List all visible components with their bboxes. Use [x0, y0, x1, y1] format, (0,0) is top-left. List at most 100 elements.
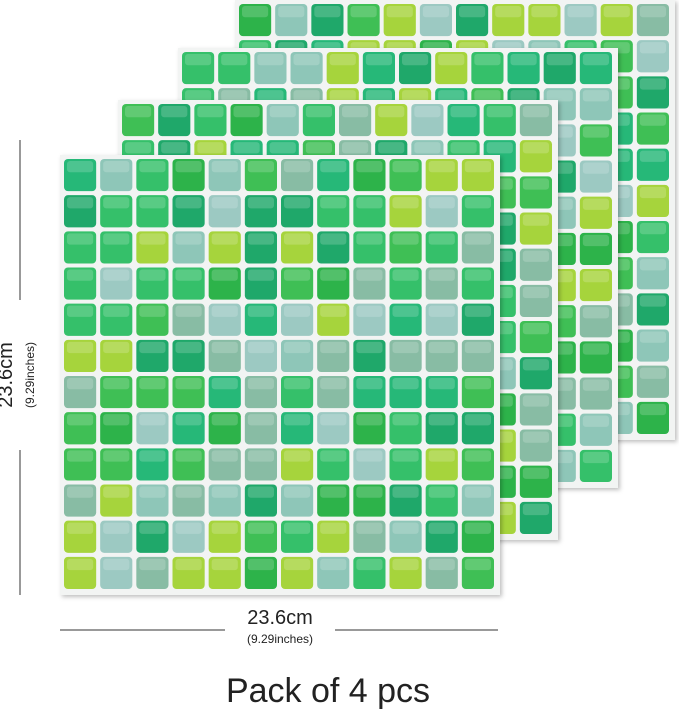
- tile-highlight: [242, 6, 269, 18]
- tile: [353, 159, 386, 192]
- tile: [64, 520, 97, 553]
- tile: [100, 267, 133, 300]
- height-metric: 23.6cm: [0, 342, 17, 408]
- tile: [389, 195, 422, 228]
- tile-highlight: [320, 233, 347, 245]
- tile: [158, 104, 191, 137]
- tile-highlight: [386, 6, 413, 18]
- tile-highlight: [582, 54, 609, 66]
- tile-highlight: [139, 414, 166, 426]
- tile-highlight: [392, 161, 419, 173]
- tile: [208, 303, 241, 336]
- tile-highlight: [464, 269, 491, 281]
- tile: [636, 148, 669, 181]
- tile: [389, 412, 422, 445]
- tile: [317, 448, 350, 481]
- tile: [317, 339, 350, 372]
- tile-highlight: [464, 450, 491, 462]
- tile-highlight: [67, 269, 94, 281]
- tile: [411, 104, 444, 137]
- tile: [461, 376, 494, 409]
- tile-highlight: [103, 305, 130, 317]
- tile-highlight: [428, 305, 455, 317]
- tile: [636, 4, 669, 37]
- tile-highlight: [67, 378, 94, 390]
- tile-highlight: [522, 106, 549, 118]
- tile-highlight: [103, 486, 130, 498]
- tile-highlight: [510, 54, 537, 66]
- tile-highlight: [414, 142, 441, 154]
- tile-highlight: [474, 90, 501, 102]
- tile: [579, 160, 612, 193]
- tile-highlight: [257, 90, 284, 102]
- tile: [389, 376, 422, 409]
- tile-highlight: [464, 558, 491, 571]
- tile-highlight: [211, 558, 238, 571]
- tile-highlight: [185, 90, 212, 102]
- tile-highlight: [139, 233, 166, 245]
- tile-highlight: [284, 378, 311, 390]
- tile: [172, 159, 205, 192]
- tile: [64, 484, 97, 517]
- tile-highlight: [67, 305, 94, 317]
- tile-highlight: [522, 178, 549, 190]
- tile: [64, 556, 97, 589]
- tile-highlight: [211, 341, 238, 354]
- tile: [353, 303, 386, 336]
- tile-highlight: [495, 6, 522, 18]
- tile-highlight: [582, 90, 609, 102]
- tile-highlight: [522, 286, 549, 299]
- tile: [281, 412, 314, 445]
- tile-highlight: [211, 414, 238, 426]
- tile-sheets: [60, 0, 675, 595]
- tile: [239, 4, 272, 37]
- tile-highlight: [392, 378, 419, 390]
- tile: [461, 484, 494, 517]
- tile-highlight: [211, 522, 238, 534]
- tile-highlight: [139, 341, 166, 354]
- tile: [317, 303, 350, 336]
- tile: [425, 159, 458, 192]
- tile-highlight: [546, 90, 573, 102]
- tile: [389, 159, 422, 192]
- tile: [383, 4, 416, 37]
- tile-highlight: [450, 106, 477, 118]
- tile: [579, 52, 612, 85]
- tile-highlight: [103, 269, 130, 281]
- tile: [208, 267, 241, 300]
- tile: [461, 412, 494, 445]
- tile-highlight: [293, 54, 320, 66]
- tile: [375, 104, 408, 137]
- tile: [64, 412, 97, 445]
- tile: [425, 195, 458, 228]
- width-metric: 23.6cm: [247, 607, 313, 629]
- tile-highlight: [247, 305, 274, 317]
- tile-highlight: [474, 54, 501, 66]
- width-imperial: (9.29inches): [247, 632, 313, 646]
- tile-highlight: [211, 269, 238, 281]
- tile: [389, 339, 422, 372]
- tile: [172, 231, 205, 264]
- tile-highlight: [450, 142, 477, 154]
- tile: [425, 556, 458, 589]
- tile: [230, 104, 263, 137]
- tile-highlight: [428, 414, 455, 426]
- tile-highlight: [284, 414, 311, 426]
- tile-highlight: [342, 142, 369, 154]
- tile-highlight: [639, 186, 666, 199]
- tile: [461, 556, 494, 589]
- tile-highlight: [356, 269, 383, 281]
- tile-highlight: [247, 558, 274, 571]
- tile: [353, 484, 386, 517]
- tile: [290, 52, 323, 85]
- tile: [636, 221, 669, 254]
- tile: [636, 76, 669, 109]
- tile: [317, 412, 350, 445]
- tile-highlight: [175, 341, 202, 354]
- tile-highlight: [269, 106, 296, 118]
- tile: [218, 52, 251, 85]
- tile-highlight: [639, 367, 666, 379]
- tile: [122, 104, 155, 137]
- tile-highlight: [269, 142, 296, 154]
- tile-highlight: [103, 522, 130, 534]
